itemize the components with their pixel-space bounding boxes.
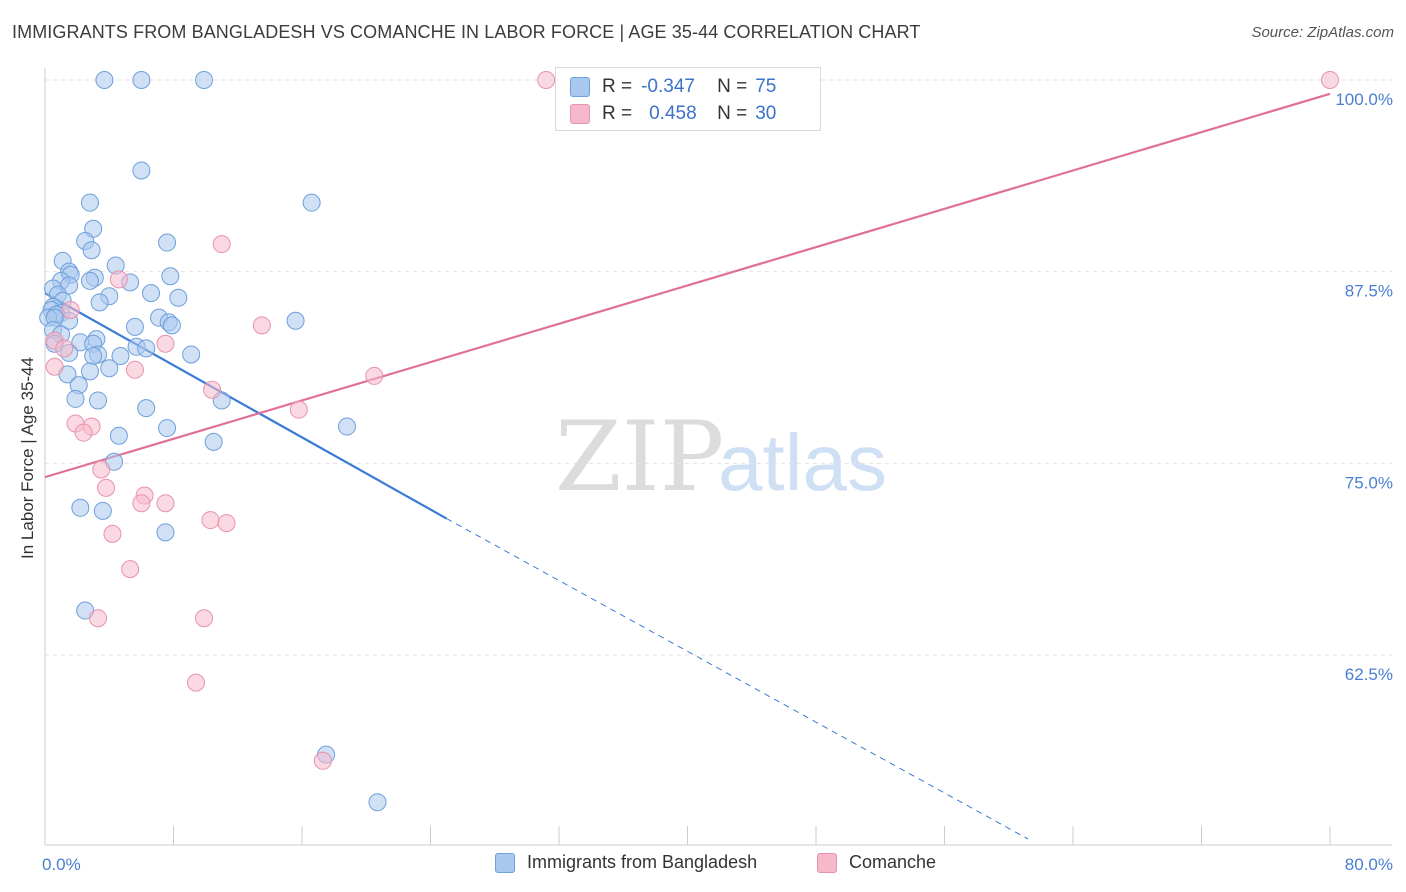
point-comanche: [203, 380, 222, 399]
trend-line: [44, 292, 448, 520]
point-comanche: [156, 334, 175, 353]
legend-n-label: N =: [717, 76, 748, 97]
point-bangladesh: [80, 271, 99, 290]
point-comanche: [212, 235, 231, 254]
trend-lines: [44, 92, 1331, 840]
point-bangladesh: [195, 71, 214, 89]
point-bangladesh: [100, 359, 119, 378]
legend-r-label: R =: [602, 103, 633, 124]
point-comanche: [132, 494, 151, 513]
tick-labels: 100.0% 87.5% 75.0% 62.5% 0.0% 80.0%: [42, 90, 1393, 874]
legend-swatch-blue: [570, 77, 590, 97]
point-bangladesh: [109, 426, 128, 445]
point-comanche: [289, 400, 308, 419]
point-comanche: [365, 366, 384, 385]
chart-title: IMMIGRANTS FROM BANGLADESH VS COMANCHE I…: [12, 22, 921, 42]
point-comanche: [97, 478, 116, 497]
point-comanche: [217, 514, 236, 533]
point-bangladesh: [162, 316, 181, 335]
legend-r-label: R =: [602, 76, 633, 97]
point-bangladesh: [204, 432, 223, 451]
point-bangladesh: [169, 288, 188, 307]
legend-label-bangladesh: Immigrants from Bangladesh: [527, 852, 758, 872]
point-comanche: [61, 301, 80, 319]
point-comanche: [109, 270, 128, 289]
point-comanche: [195, 609, 214, 628]
bottom-legend-comanche: Comanche: [817, 852, 936, 873]
point-bangladesh: [90, 293, 109, 312]
point-comanche: [125, 360, 144, 379]
point-bangladesh: [80, 362, 99, 381]
point-comanche: [55, 339, 74, 358]
legend-r-value: 0.458: [649, 103, 697, 124]
point-bangladesh: [302, 193, 321, 212]
point-comanche: [537, 71, 556, 89]
chart-source: Source: ZipAtlas.com: [1251, 24, 1394, 41]
legend-swatch-blue: [495, 852, 515, 873]
legend-row-comanche: R = 0.458 N = 30: [570, 101, 776, 127]
stats-legend: R = -0.347 N = 75 R = 0.458 N = 30: [555, 67, 821, 131]
watermark-atlas: atlas: [718, 418, 887, 507]
point-comanche: [92, 460, 111, 479]
grid: [45, 79, 1392, 656]
y-tick-label: 87.5%: [1345, 282, 1393, 301]
legend-n-value: 75: [755, 76, 777, 97]
point-bangladesh: [137, 399, 156, 418]
point-bangladesh: [66, 389, 85, 408]
legend-label-comanche: Comanche: [849, 852, 937, 872]
point-bangladesh: [132, 71, 151, 89]
legend-n-value: 30: [755, 103, 777, 124]
point-bangladesh: [286, 311, 305, 330]
point-bangladesh: [182, 345, 201, 364]
point-comanche: [121, 560, 140, 579]
axes: [44, 68, 1392, 846]
point-bangladesh: [111, 347, 130, 365]
x-tick-label: 80.0%: [1345, 855, 1393, 874]
point-comanche: [74, 423, 93, 442]
bottom-legend-bangladesh: Immigrants from Bangladesh: [495, 852, 757, 873]
point-bangladesh: [84, 347, 103, 365]
point-bangladesh: [137, 339, 156, 358]
point-bangladesh: [82, 241, 101, 260]
watermark-zip: ZIP: [555, 401, 724, 513]
point-bangladesh: [132, 161, 151, 180]
point-comanche: [313, 751, 332, 770]
x-tick-label: 0.0%: [42, 855, 81, 874]
point-bangladesh: [95, 71, 114, 89]
point-bangladesh: [158, 419, 177, 438]
y-tick-label: 100.0%: [1335, 90, 1393, 109]
point-bangladesh: [337, 417, 356, 436]
y-tick-label: 75.0%: [1345, 473, 1393, 492]
point-comanche: [186, 673, 205, 692]
point-bangladesh: [142, 284, 161, 303]
legend-r-value: -0.347: [641, 76, 695, 97]
point-bangladesh: [125, 317, 144, 336]
trend-line: [44, 92, 1331, 479]
point-comanche: [45, 357, 64, 376]
legend-row-bangladesh: R = -0.347 N = 75: [570, 74, 776, 100]
point-comanche: [103, 524, 122, 543]
point-bangladesh: [93, 501, 112, 520]
point-comanche: [89, 609, 108, 628]
point-comanche: [252, 316, 271, 335]
point-bangladesh: [156, 523, 175, 542]
point-bangladesh: [71, 498, 90, 517]
point-bangladesh: [158, 233, 177, 252]
legend-n-label: N =: [717, 103, 748, 124]
y-tick-label: 62.5%: [1345, 665, 1393, 684]
points: [39, 71, 1339, 812]
legend-swatch-pink: [570, 104, 590, 124]
watermark: ZIP atlas: [555, 401, 887, 513]
point-bangladesh: [368, 793, 387, 812]
point-comanche: [1321, 71, 1339, 89]
point-comanche: [156, 494, 175, 513]
point-comanche: [201, 511, 220, 530]
point-bangladesh: [80, 193, 99, 212]
trend-line-extension: [446, 518, 1029, 840]
point-bangladesh: [89, 391, 108, 410]
legend-swatch-pink: [817, 852, 837, 873]
point-bangladesh: [161, 267, 180, 286]
